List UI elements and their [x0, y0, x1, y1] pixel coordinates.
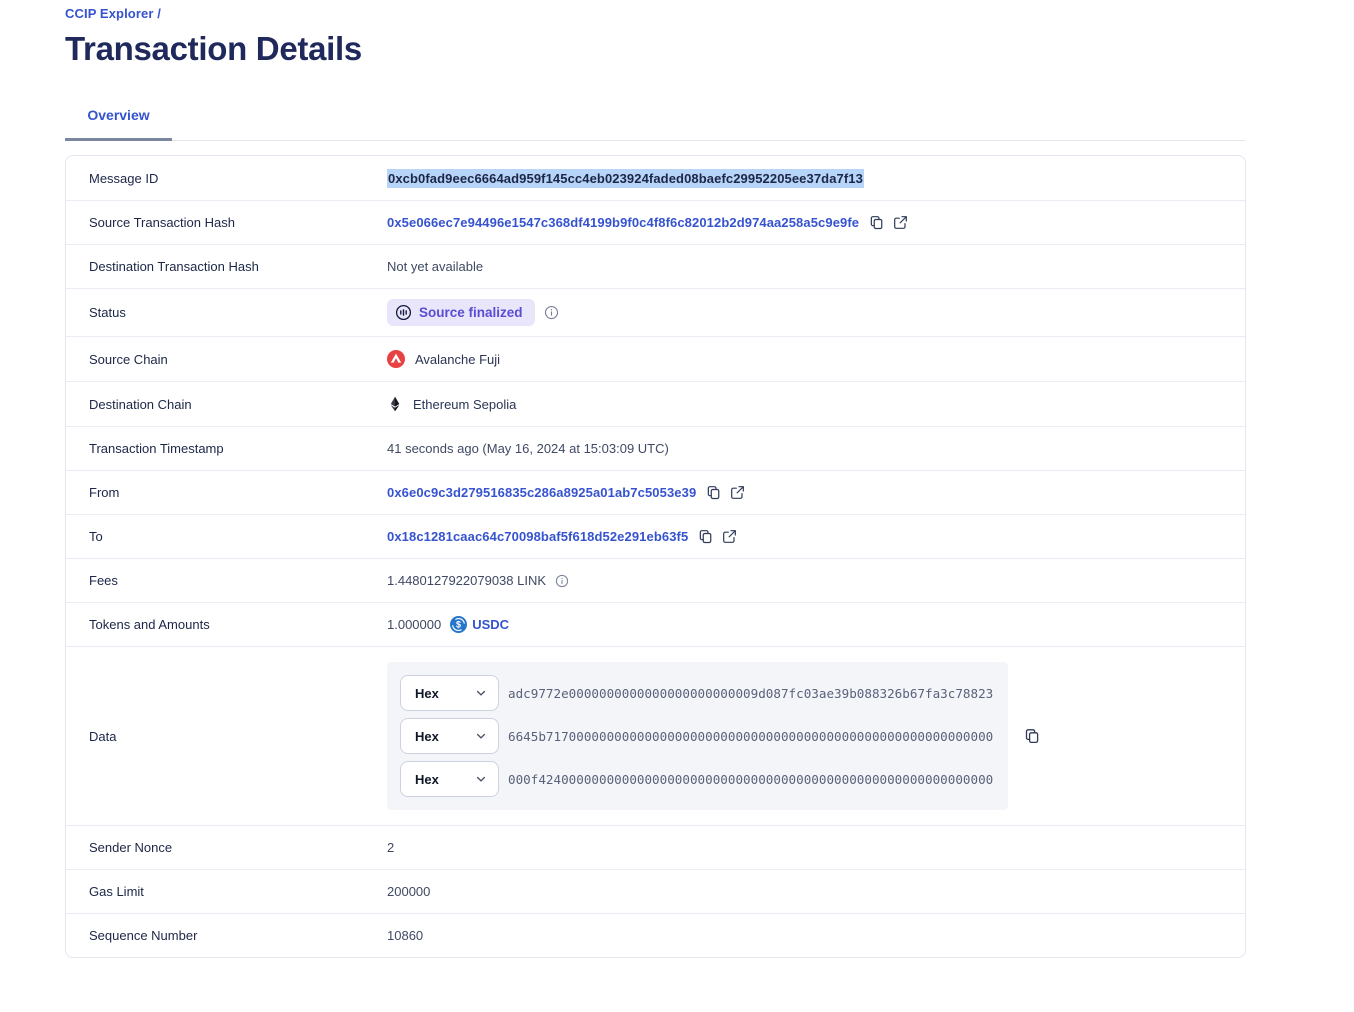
row-sender-nonce: Sender Nonce 2: [66, 825, 1245, 869]
page-title: Transaction Details: [65, 30, 362, 67]
data-hex-line: 6645b71700000000000000000000000000000000…: [508, 728, 994, 744]
status-badge: Source finalized: [387, 299, 535, 326]
data-line: Hex 6645b7170000000000000000000000000000…: [400, 718, 995, 754]
row-source-chain: Source Chain Avalanche Fuji: [66, 336, 1245, 381]
row-label: Destination Transaction Hash: [89, 259, 259, 274]
row-label: To: [89, 529, 103, 544]
token-link[interactable]: $ USDC: [450, 616, 509, 633]
row-label: Source Chain: [89, 351, 168, 367]
copy-icon[interactable]: [1024, 728, 1040, 744]
dest-tx-hash-value: Not yet available: [387, 259, 484, 274]
breadcrumb-link-ccip-explorer[interactable]: CCIP Explorer: [65, 6, 154, 21]
fees-value: 1.4480127922079038 LINK: [387, 573, 547, 588]
data-line: Hex 000f42400000000000000000000000000000…: [400, 761, 995, 797]
external-link-icon[interactable]: [730, 485, 745, 500]
svg-text:$: $: [456, 620, 461, 630]
row-label: Fees: [89, 573, 118, 588]
usdc-icon: $: [450, 616, 468, 633]
tab-overview[interactable]: Overview: [65, 107, 172, 141]
data-hex-line: 000f424000000000000000000000000000000000…: [508, 771, 994, 787]
external-link-icon[interactable]: [722, 529, 737, 544]
source-tx-hash-link[interactable]: 0x5e066ec7e94496e1547c368df4199b9f0c4f8f…: [387, 215, 860, 230]
tab-bar: Overview: [65, 107, 1246, 141]
signal-icon: [395, 304, 412, 321]
page-container: CCIP Explorer / Transaction Details Over…: [65, 0, 1246, 958]
gas-limit-value: 200000: [387, 884, 431, 899]
data-hex-line: adc9772e0000000000000000000000009d087fc0…: [508, 685, 994, 701]
to-address-link[interactable]: 0x18c1281caac64c70098baf5f618d52e291eb63…: [387, 529, 689, 544]
message-id-value: 0xcb0fad9eec6664ad959f145cc4eb023924fade…: [387, 168, 864, 188]
avalanche-icon: [387, 350, 405, 368]
info-icon[interactable]: [555, 574, 569, 588]
data-hex-panel: Hex adc9772e0000000000000000000000009d08…: [387, 662, 1008, 810]
row-data: Data Hex adc9772e00000000000000000000000…: [66, 646, 1245, 825]
ethereum-icon: [387, 396, 403, 412]
chevron-down-icon: [475, 730, 487, 742]
row-timestamp: Transaction Timestamp 41 seconds ago (Ma…: [66, 426, 1245, 470]
row-label: Message ID: [89, 170, 159, 186]
row-status: Status Source finalized: [66, 288, 1245, 336]
row-label: Gas Limit: [89, 884, 144, 899]
row-sequence-number: Sequence Number 10860: [66, 913, 1245, 957]
row-label: Source Transaction Hash: [89, 215, 235, 230]
dest-chain-name: Ethereum Sepolia: [413, 396, 517, 412]
timestamp-value: 41 seconds ago (May 16, 2024 at 15:03:09…: [387, 441, 669, 456]
info-icon[interactable]: [544, 305, 559, 320]
row-gas-limit: Gas Limit 200000: [66, 869, 1245, 913]
token-amount: 1.000000: [387, 617, 442, 632]
row-label: Sender Nonce: [89, 840, 173, 855]
copy-icon[interactable]: [706, 485, 721, 500]
encoding-select-label: Hex: [415, 771, 439, 787]
from-address-link[interactable]: 0x6e0c9c3d279516835c286a8925a01ab7c5053e…: [387, 485, 697, 500]
row-dest-chain: Destination Chain Ethereum Sepolia: [66, 381, 1245, 426]
status-badge-label: Source finalized: [419, 305, 523, 320]
row-label: Data: [89, 728, 117, 744]
row-source-tx-hash: Source Transaction Hash 0x5e066ec7e94496…: [66, 200, 1245, 244]
row-label: Destination Chain: [89, 396, 192, 412]
source-chain-name: Avalanche Fuji: [415, 351, 501, 367]
copy-icon[interactable]: [698, 529, 713, 544]
encoding-select[interactable]: Hex: [400, 675, 499, 711]
encoding-select[interactable]: Hex: [400, 761, 499, 797]
row-label: Tokens and Amounts: [89, 617, 210, 632]
row-label: Status: [89, 305, 126, 320]
row-to: To 0x18c1281caac64c70098baf5f618d52e291e…: [66, 514, 1245, 558]
encoding-select-label: Hex: [415, 685, 439, 701]
data-line: Hex adc9772e0000000000000000000000009d08…: [400, 675, 995, 711]
sender-nonce-value: 2: [387, 840, 395, 855]
row-message-id: Message ID 0xcb0fad9eec6664ad959f145cc4e…: [66, 156, 1245, 200]
sequence-number-value: 10860: [387, 928, 424, 943]
chevron-down-icon: [475, 773, 487, 785]
row-label: Transaction Timestamp: [89, 441, 224, 456]
breadcrumb: CCIP Explorer /: [65, 6, 1246, 21]
row-from: From 0x6e0c9c3d279516835c286a8925a01ab7c…: [66, 470, 1245, 514]
row-label: From: [89, 485, 120, 500]
external-link-icon[interactable]: [893, 215, 908, 230]
breadcrumb-separator: /: [157, 6, 161, 21]
encoding-select[interactable]: Hex: [400, 718, 499, 754]
row-tokens-amounts: Tokens and Amounts 1.000000 $ USDC: [66, 602, 1245, 646]
row-dest-tx-hash: Destination Transaction Hash Not yet ava…: [66, 244, 1245, 288]
row-label: Sequence Number: [89, 928, 198, 943]
copy-icon[interactable]: [869, 215, 884, 230]
chevron-down-icon: [475, 687, 487, 699]
row-fees: Fees 1.4480127922079038 LINK: [66, 558, 1245, 602]
encoding-select-label: Hex: [415, 728, 439, 744]
token-symbol: USDC: [472, 617, 510, 632]
transaction-details-card: Message ID 0xcb0fad9eec6664ad959f145cc4e…: [65, 155, 1246, 958]
